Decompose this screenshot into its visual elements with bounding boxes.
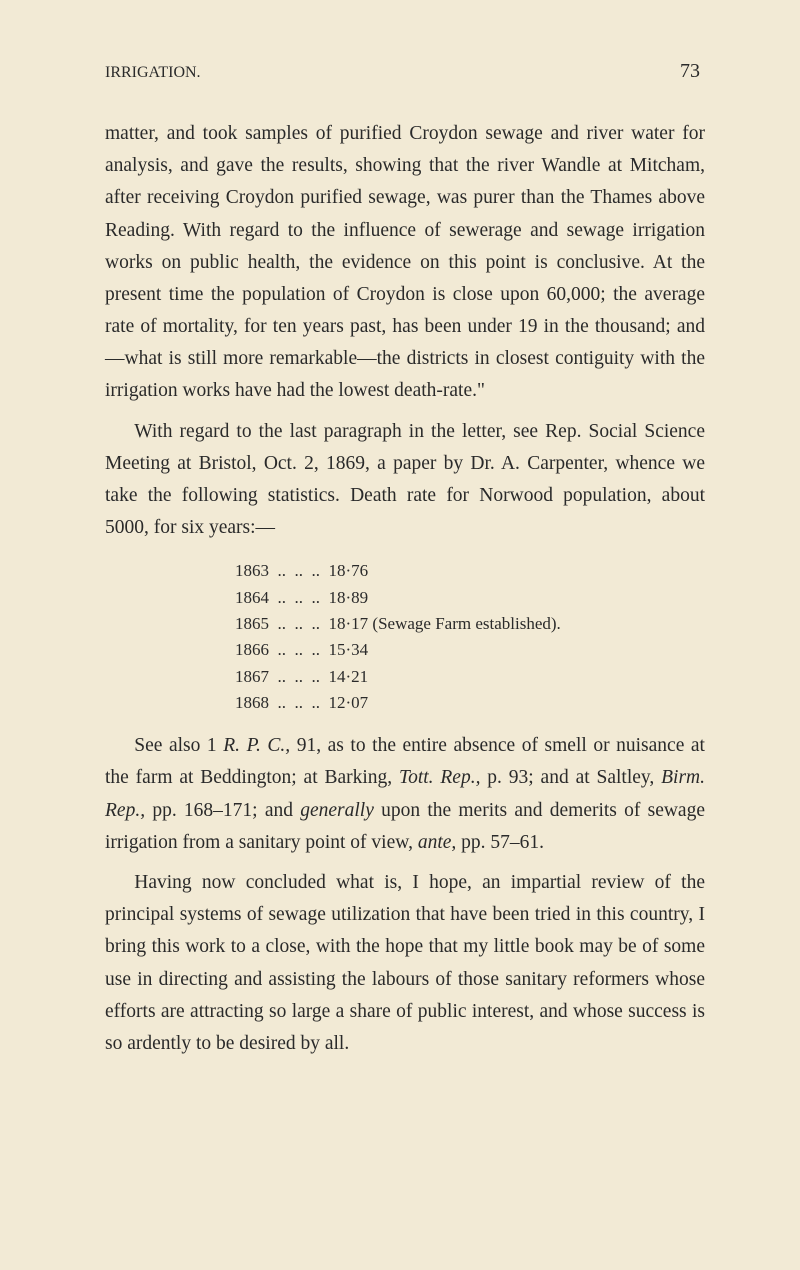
stat-row-1866: 1866 .. .. .. 15·34 [235,637,705,663]
p3-text: p. 93; and at Saltley, [480,767,661,788]
p3-citation-tott: Tott. Rep., [399,767,480,788]
p3-citation-rpc: R. P. C., [223,735,290,756]
stat-row-1868: 1868 .. .. .. 12·07 [235,690,705,716]
page-header: IRRIGATION. 73 [105,60,705,83]
paragraph-3: See also 1 R. P. C., 91, as to the entir… [105,730,705,859]
p3-text: See also 1 [134,735,223,756]
p3-emphasis-generally: generally [300,800,374,821]
stat-row-1863: 1863 .. .. .. 18·76 [235,558,705,584]
page-number: 73 [680,60,700,83]
p3-text: pp. 57–61. [456,832,544,853]
stat-row-1864: 1864 .. .. .. 18·89 [235,585,705,611]
paragraph-1: matter, and took samples of purified Cro… [105,118,705,408]
paragraph-4: Having now concluded what is, I hope, an… [105,867,705,1060]
p3-citation-ante: ante, [418,832,456,853]
stat-row-1865: 1865 .. .. .. 18·17 (Sewage Farm establi… [235,611,705,637]
running-title: IRRIGATION. [105,64,201,82]
stat-row-1867: 1867 .. .. .. 14·21 [235,664,705,690]
paragraph-2: With regard to the last paragraph in the… [105,416,705,545]
p3-text: pp. 168–171; and [145,800,300,821]
statistics-table: 1863 .. .. .. 18·76 1864 .. .. .. 18·89 … [235,558,705,716]
